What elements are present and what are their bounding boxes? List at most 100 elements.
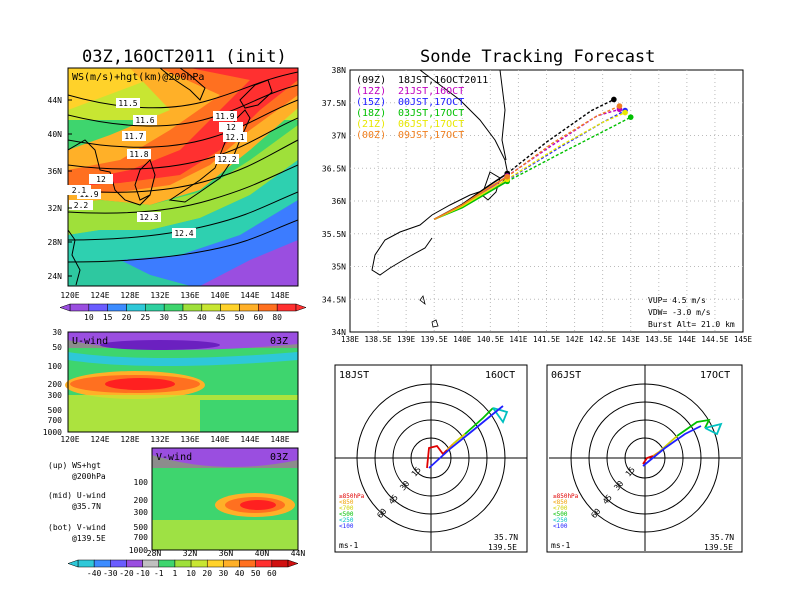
hodo-segment: [642, 425, 702, 467]
colorbar-label: 60: [254, 313, 264, 322]
contour-label-bg: [172, 228, 196, 238]
track-legend-code: (09Z): [356, 75, 386, 86]
contour-label: 2.2: [74, 201, 89, 210]
colorbar-cell: [93, 559, 111, 568]
colorbar-cell: [126, 303, 146, 312]
colorbar-arrow-right: [295, 303, 307, 312]
note-mid-b: @35.7N: [72, 502, 101, 511]
track-lon-label: 140E: [453, 335, 472, 344]
hodo-left-time: 18JST: [339, 370, 369, 381]
wind-speed-colorbar: 10 15 20 25 30 35 40 45 50 60 80: [59, 303, 307, 322]
contour-label-bg: [122, 131, 146, 141]
v-pressure-label: 100: [134, 478, 149, 487]
track-lat-label: 36N: [332, 197, 347, 206]
u-panel-time: 03Z: [270, 336, 288, 347]
contour-label-bg: [69, 200, 93, 210]
colorbar-label: 25: [141, 313, 151, 322]
note-bot-a: (bot) V-wind: [48, 523, 106, 532]
v-panel-time: 03Z: [270, 452, 288, 463]
track-lon-label: 142E: [566, 335, 585, 344]
hodo-right-time: 06JST: [551, 370, 581, 381]
colorbar-cell: [69, 303, 90, 312]
map-lat-label: 40N: [48, 130, 63, 139]
track-lat-label: 37.5N: [322, 99, 346, 108]
colorbar-label: 40: [197, 313, 207, 322]
hodo-left-lat: 35.7N: [494, 533, 518, 542]
u-pressure-label: 100: [48, 362, 63, 371]
panel-notes: (up) WS+hgt @200hPa (mid) U-wind @35.7N …: [48, 461, 106, 543]
colorbar-label: 20: [122, 313, 132, 322]
track-lon-label: 141E: [509, 335, 528, 344]
param-burst: Burst Alt= 21.0 km: [648, 320, 735, 329]
track-lon-label: 138.5E: [365, 335, 393, 344]
contour-label: 12: [226, 123, 236, 132]
hodo-segment: [446, 443, 454, 451]
contour-label-bg: [67, 185, 91, 195]
hodo-left-lon: 139.5E: [488, 543, 517, 552]
hodo-legend-item: <100: [339, 523, 354, 530]
note-mid-a: (mid) U-wind: [48, 491, 106, 500]
colorbar-cell: [239, 303, 259, 312]
contour-label-bg: [223, 132, 247, 142]
contour-label: 12.1: [225, 133, 244, 142]
u-lon-label: 120E: [60, 435, 79, 444]
colorbar-cell: [174, 559, 192, 568]
track-lat-label: 34.5N: [322, 295, 346, 304]
track-legend-time: 09JST,17OCT: [398, 130, 464, 141]
map-lat-label: 36N: [48, 167, 63, 176]
colorbar-label: -40: [87, 569, 102, 578]
left-title: 03Z,16OCT2011 (init): [82, 47, 287, 67]
v-pressure-label: 300: [134, 508, 149, 517]
track-lat-label: 36.5N: [322, 164, 346, 173]
contour-label: 12.4: [174, 229, 193, 238]
map-lon-label: 148E: [270, 291, 289, 300]
v-lat-label: 44N: [291, 549, 306, 558]
u-lon-label: 124E: [90, 435, 109, 444]
contour-label: 2.1: [72, 186, 87, 195]
colorbar-label: 50: [251, 569, 261, 578]
colorbar-label: 20: [202, 569, 212, 578]
colorbar-cell: [223, 559, 240, 568]
colorbar-cell: [163, 303, 184, 312]
colorbar-cell: [88, 303, 108, 312]
note-up-a: (up) WS+hgt: [48, 461, 101, 470]
hodo-left-units: ms-1: [339, 541, 358, 550]
colorbar-cell: [77, 559, 95, 568]
hodo-legend-item: <850: [553, 499, 568, 506]
hodo-right-lon: 139.5E: [704, 543, 733, 552]
colorbar-label: 30: [159, 313, 169, 322]
colorbar-cell: [271, 559, 289, 568]
track-lon-label: 144.5E: [701, 335, 729, 344]
u-lon-label: 144E: [240, 435, 259, 444]
contour-label: 12: [96, 175, 106, 184]
track-lon-label: 145E: [734, 335, 753, 344]
hodo-legend-item: <700: [339, 505, 354, 512]
contour-label: 11.8: [129, 150, 148, 159]
colorbar-label: 50: [235, 313, 245, 322]
track-lon-label: 143E: [622, 335, 641, 344]
colorbar-cell: [126, 559, 143, 568]
colorbar-cell: [182, 303, 203, 312]
track-lon-label: 143.5E: [645, 335, 673, 344]
u-panel-label: U-wind: [72, 336, 108, 347]
colorbar-cell: [220, 303, 240, 312]
u-lon-label: 128E: [120, 435, 139, 444]
track-lat-label: 35N: [332, 263, 347, 272]
track-legend-code: (00Z): [356, 130, 386, 141]
contour-label-bg: [89, 174, 113, 184]
colorbar-cell: [255, 559, 273, 568]
v-lat-label: 32N: [183, 549, 198, 558]
track-descent-line: [506, 105, 620, 178]
track-descent-line: [506, 116, 632, 183]
track-legend-time: 03JST,17OCT: [398, 108, 464, 119]
v-pressure-label: 1000: [129, 546, 148, 555]
colorbar-arrow-left: [59, 303, 71, 312]
map-lon-label: 144E: [240, 291, 259, 300]
track-descent-line: [506, 111, 626, 180]
colorbar-cell: [276, 303, 297, 312]
colorbar-label: 45: [216, 313, 226, 322]
map-lon-label: 132E: [150, 291, 169, 300]
